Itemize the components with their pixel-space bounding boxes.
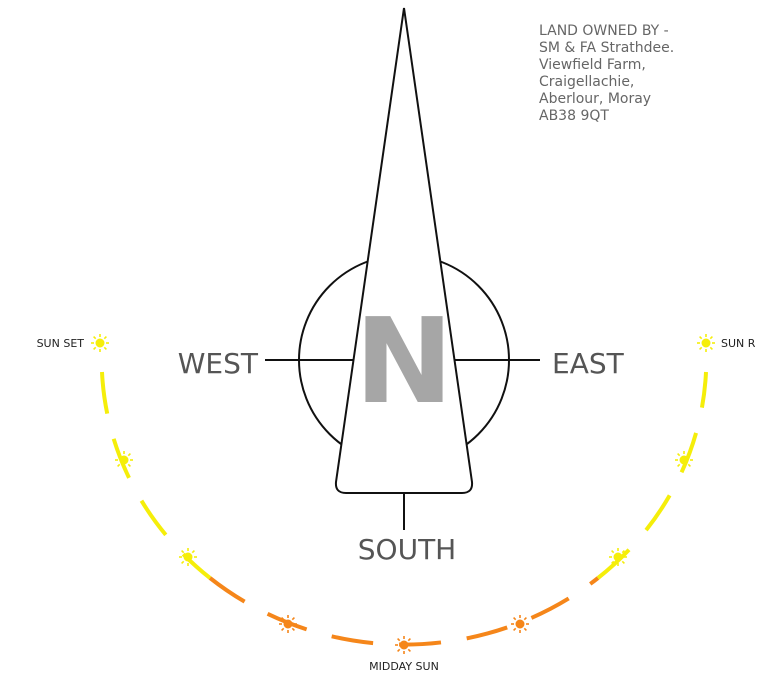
address-line: SM & FA Strathdee. bbox=[539, 40, 674, 56]
address-line: Aberlour, Moray bbox=[539, 91, 651, 107]
sun-icon bbox=[510, 614, 530, 634]
compass bbox=[265, 7, 540, 530]
sun-arc-south bbox=[208, 576, 600, 647]
north-arrow bbox=[334, 7, 474, 494]
sun-icon bbox=[696, 333, 716, 353]
sun-icon bbox=[114, 450, 134, 470]
address-line: Viewfield Farm, bbox=[539, 57, 646, 73]
address-line: Craigellachie, bbox=[539, 74, 634, 90]
address-line: LAND OWNED BY - bbox=[539, 23, 669, 39]
west-label: WEST bbox=[178, 347, 259, 380]
sun-icon bbox=[674, 450, 694, 470]
sun-arc-east bbox=[596, 371, 708, 580]
sun-icon bbox=[394, 635, 414, 655]
sun-icon bbox=[278, 614, 298, 634]
midday-label: MIDDAY SUN bbox=[369, 660, 439, 673]
sun-icon bbox=[90, 333, 110, 353]
sunrise-label: SUN R bbox=[721, 337, 756, 350]
address: LAND OWNED BY - SM & FA Strathdee. Viewf… bbox=[539, 23, 674, 124]
south-label: SOUTH bbox=[358, 533, 456, 566]
sunset-label: SUN SET bbox=[37, 337, 85, 350]
north-letter: N bbox=[355, 292, 454, 430]
address-line: AB38 9QT bbox=[539, 108, 609, 124]
sun-arc-west bbox=[100, 371, 212, 580]
sun-icon bbox=[608, 547, 628, 567]
sun-icon bbox=[178, 547, 198, 567]
east-label: EAST bbox=[552, 347, 625, 380]
